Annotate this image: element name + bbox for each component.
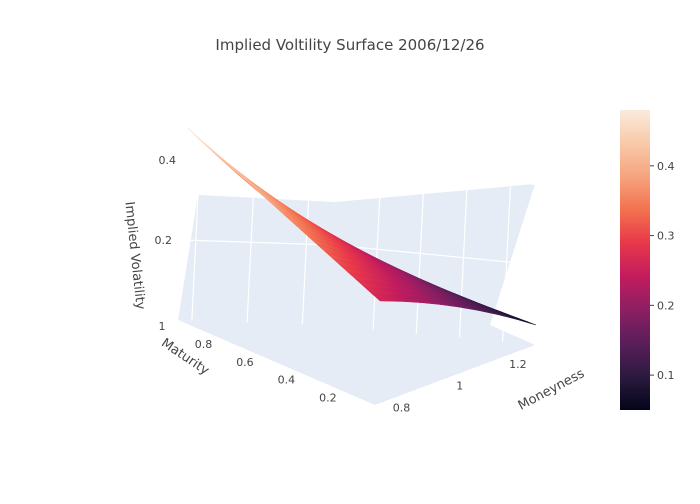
colorbar	[620, 110, 650, 410]
y-tick-label: 0.8	[195, 338, 213, 351]
colorbar-tick-label: 0.3	[657, 230, 675, 243]
z-axis-title: Implied Volatility	[121, 201, 147, 311]
surface-mesh	[187, 127, 537, 326]
colorbar-tick-label: 0.1	[657, 369, 675, 382]
x-tick-label: 1.2	[509, 358, 527, 371]
x-grid-line	[191, 120, 203, 321]
y-tick-label: 0.2	[319, 392, 337, 405]
x-tick-label: 0.8	[393, 402, 411, 415]
back-wall-maturity	[178, 195, 335, 325]
y-tick-label: 0.4	[278, 374, 296, 387]
z-tick-label: 0.4	[159, 154, 177, 167]
y-tick-label: 0.6	[236, 356, 254, 369]
floor-plane	[178, 320, 535, 405]
x-grid-line	[246, 122, 258, 323]
z-tick-label: 0.2	[155, 234, 173, 247]
colorbar-tick-label: 0.4	[657, 160, 675, 173]
plot-scene[interactable]: 0.2 0.4 0.2 0.4 0.6 0.8 1 0.8 1 1.2	[155, 120, 544, 415]
colorbar-tick-label: 0.2	[657, 299, 675, 312]
surface-patch	[371, 293, 388, 302]
z-grid-line	[185, 159, 544, 186]
x-tick-label: 1	[456, 380, 463, 393]
y-grid-line	[502, 141, 514, 342]
colorbar-ticks: 0.1 0.2 0.3 0.4	[650, 160, 675, 382]
axis-ticks: 0.2 0.4 0.2 0.4 0.6 0.8 1 0.8 1 1.2	[155, 154, 527, 415]
x-axis-title: Moneyness	[516, 366, 588, 414]
y-tick-label: 1	[159, 320, 166, 333]
chart-title: Implied Voltility Surface 2006/12/26	[215, 36, 484, 54]
